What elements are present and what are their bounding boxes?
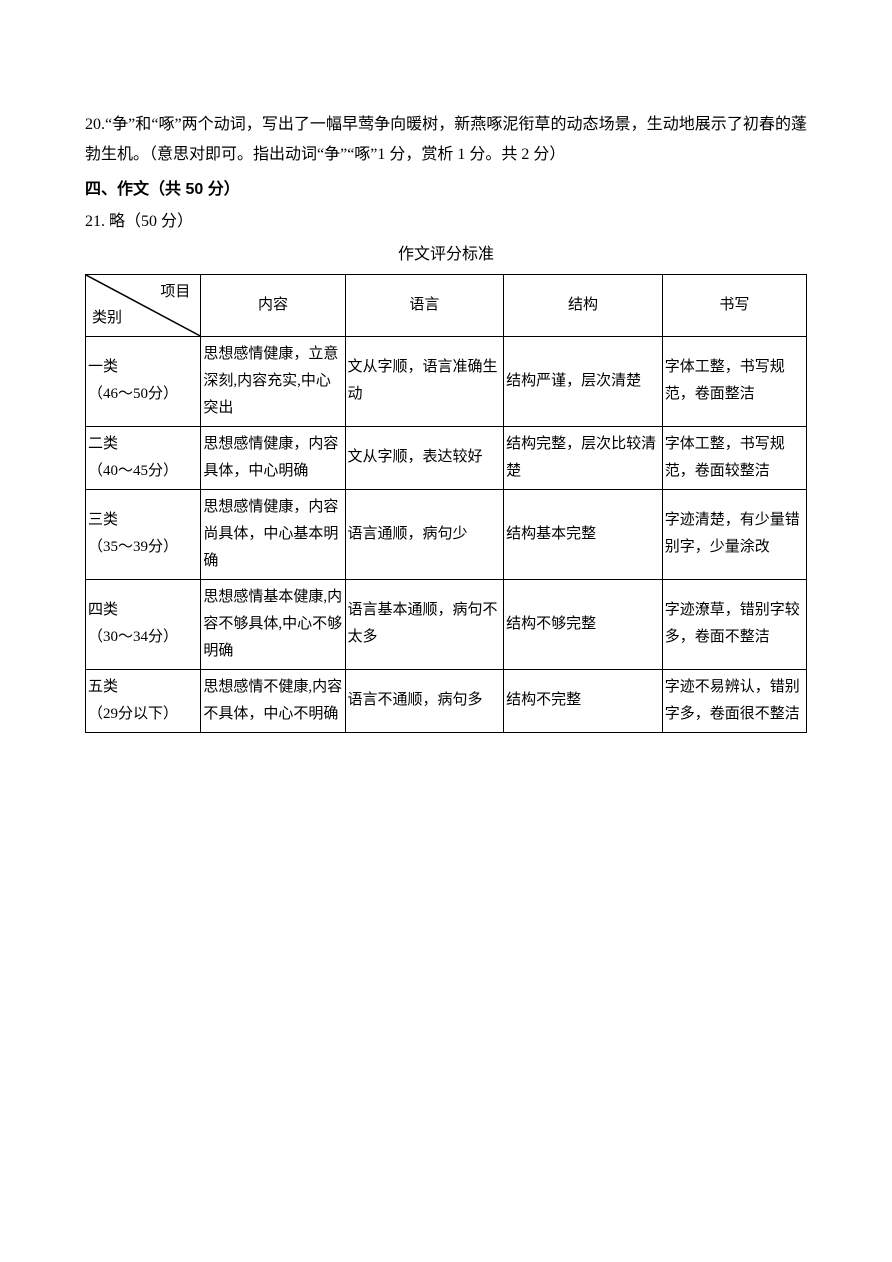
cat-range: （40～45分） (88, 458, 198, 485)
row5-structure: 结构不完整 (504, 669, 663, 732)
col-header-writing: 书写 (662, 274, 806, 336)
cat-label: 三类 (88, 507, 198, 534)
row2-category: 二类 （40～45分） (86, 426, 201, 489)
col-header-structure: 结构 (504, 274, 663, 336)
row4-language: 语言基本通顺，病句不太多 (345, 579, 504, 669)
answer-20-text: 20.“争”和“啄”两个动词，写出了一幅早莺争向暖树，新燕啄泥衔草的动态场景，生… (85, 110, 807, 171)
col-header-content: 内容 (201, 274, 345, 336)
table-row: 五类 （29分以下） 思想感情不健康,内容不具体，中心不明确 语言不通顺，病句多… (86, 669, 807, 732)
row3-language: 语言通顺，病句少 (345, 489, 504, 579)
row2-content: 思想感情健康，内容具体，中心明确 (201, 426, 345, 489)
row4-structure: 结构不够完整 (504, 579, 663, 669)
row1-structure: 结构严谨，层次清楚 (504, 336, 663, 426)
row3-writing: 字迹清楚，有少量错别字，少量涂改 (662, 489, 806, 579)
row2-language: 文从字顺，表达较好 (345, 426, 504, 489)
rubric-header-row: 项目 类别 内容 语言 结构 书写 (86, 274, 807, 336)
cat-label: 一类 (88, 354, 198, 381)
row4-content: 思想感情基本健康,内容不够具体,中心不够明确 (201, 579, 345, 669)
cat-label: 二类 (88, 431, 198, 458)
section-4-heading: 四、作文（共 50 分） (85, 175, 807, 205)
cat-range: （46～50分） (88, 381, 198, 408)
col-header-language: 语言 (345, 274, 504, 336)
row5-category: 五类 （29分以下） (86, 669, 201, 732)
row5-content: 思想感情不健康,内容不具体，中心不明确 (201, 669, 345, 732)
row3-structure: 结构基本完整 (504, 489, 663, 579)
table-row: 四类 （30～34分） 思想感情基本健康,内容不够具体,中心不够明确 语言基本通… (86, 579, 807, 669)
diag-bottom-label: 类别 (92, 305, 122, 332)
row4-writing: 字迹潦草，错别字较多，卷面不整洁 (662, 579, 806, 669)
row2-structure: 结构完整，层次比较清楚 (504, 426, 663, 489)
row1-category: 一类 （46～50分） (86, 336, 201, 426)
row2-writing: 字体工整，书写规范，卷面较整洁 (662, 426, 806, 489)
row1-content: 思想感情健康，立意深刻,内容充实,中心突出 (201, 336, 345, 426)
rubric-header-diagonal: 项目 类别 (86, 274, 201, 336)
row1-writing: 字体工整，书写规范，卷面整洁 (662, 336, 806, 426)
row5-language: 语言不通顺，病句多 (345, 669, 504, 732)
rubric-table-title: 作文评分标准 (85, 240, 807, 270)
row4-category: 四类 （30～34分） (86, 579, 201, 669)
row3-content: 思想感情健康，内容尚具体，中心基本明确 (201, 489, 345, 579)
cat-range: （29分以下） (88, 701, 198, 728)
item-21-text: 21. 略（50 分） (85, 207, 807, 237)
row3-category: 三类 （35～39分） (86, 489, 201, 579)
cat-label: 四类 (88, 597, 198, 624)
cat-range: （30～34分） (88, 624, 198, 651)
diag-top-label: 项目 (160, 279, 190, 306)
rubric-body: 一类 （46～50分） 思想感情健康，立意深刻,内容充实,中心突出 文从字顺，语… (86, 336, 807, 732)
cat-range: （35～39分） (88, 534, 198, 561)
table-row: 一类 （46～50分） 思想感情健康，立意深刻,内容充实,中心突出 文从字顺，语… (86, 336, 807, 426)
table-row: 二类 （40～45分） 思想感情健康，内容具体，中心明确 文从字顺，表达较好 结… (86, 426, 807, 489)
row1-language: 文从字顺，语言准确生动 (345, 336, 504, 426)
cat-label: 五类 (88, 674, 198, 701)
rubric-table: 项目 类别 内容 语言 结构 书写 一类 （46～50分） 思想感情健康，立意深… (85, 274, 807, 733)
row5-writing: 字迹不易辨认，错别字多，卷面很不整洁 (662, 669, 806, 732)
table-row: 三类 （35～39分） 思想感情健康，内容尚具体，中心基本明确 语言通顺，病句少… (86, 489, 807, 579)
